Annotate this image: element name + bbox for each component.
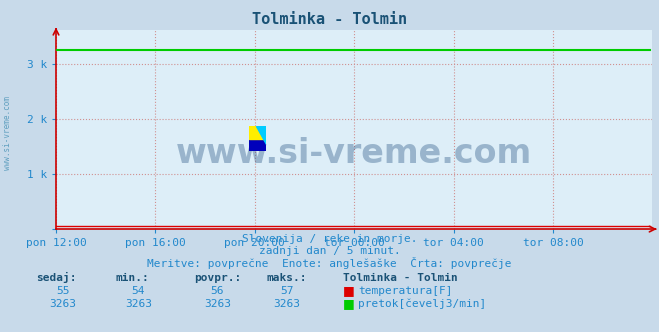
Text: 56: 56 <box>211 287 224 296</box>
Text: Meritve: povprečne  Enote: anglešaške  Črta: povprečje: Meritve: povprečne Enote: anglešaške Črt… <box>147 257 512 269</box>
Text: 3263: 3263 <box>125 299 152 309</box>
Bar <box>249 126 266 138</box>
Polygon shape <box>256 126 266 143</box>
Text: Tolminka - Tolmin: Tolminka - Tolmin <box>252 12 407 27</box>
Text: Slovenija / reke in morje.: Slovenija / reke in morje. <box>242 234 417 244</box>
Text: 57: 57 <box>280 287 293 296</box>
Text: min.:: min.: <box>115 273 149 283</box>
Text: povpr.:: povpr.: <box>194 273 242 283</box>
Text: zadnji dan / 5 minut.: zadnji dan / 5 minut. <box>258 246 401 256</box>
Text: 3263: 3263 <box>204 299 231 309</box>
Text: 3263: 3263 <box>273 299 300 309</box>
Text: pretok[čevelj3/min]: pretok[čevelj3/min] <box>358 298 486 309</box>
Text: 55: 55 <box>56 287 69 296</box>
Text: 54: 54 <box>132 287 145 296</box>
Text: Tolminka - Tolmin: Tolminka - Tolmin <box>343 273 457 283</box>
Text: sedaj:: sedaj: <box>36 272 76 283</box>
Text: 3263: 3263 <box>49 299 76 309</box>
Polygon shape <box>249 126 257 138</box>
Text: www.si-vreme.com: www.si-vreme.com <box>176 137 532 170</box>
Text: www.si-vreme.com: www.si-vreme.com <box>3 96 13 170</box>
Text: maks.:: maks.: <box>267 273 307 283</box>
Text: ■: ■ <box>343 285 355 297</box>
Text: temperatura[F]: temperatura[F] <box>358 287 452 296</box>
Text: ■: ■ <box>343 297 355 310</box>
